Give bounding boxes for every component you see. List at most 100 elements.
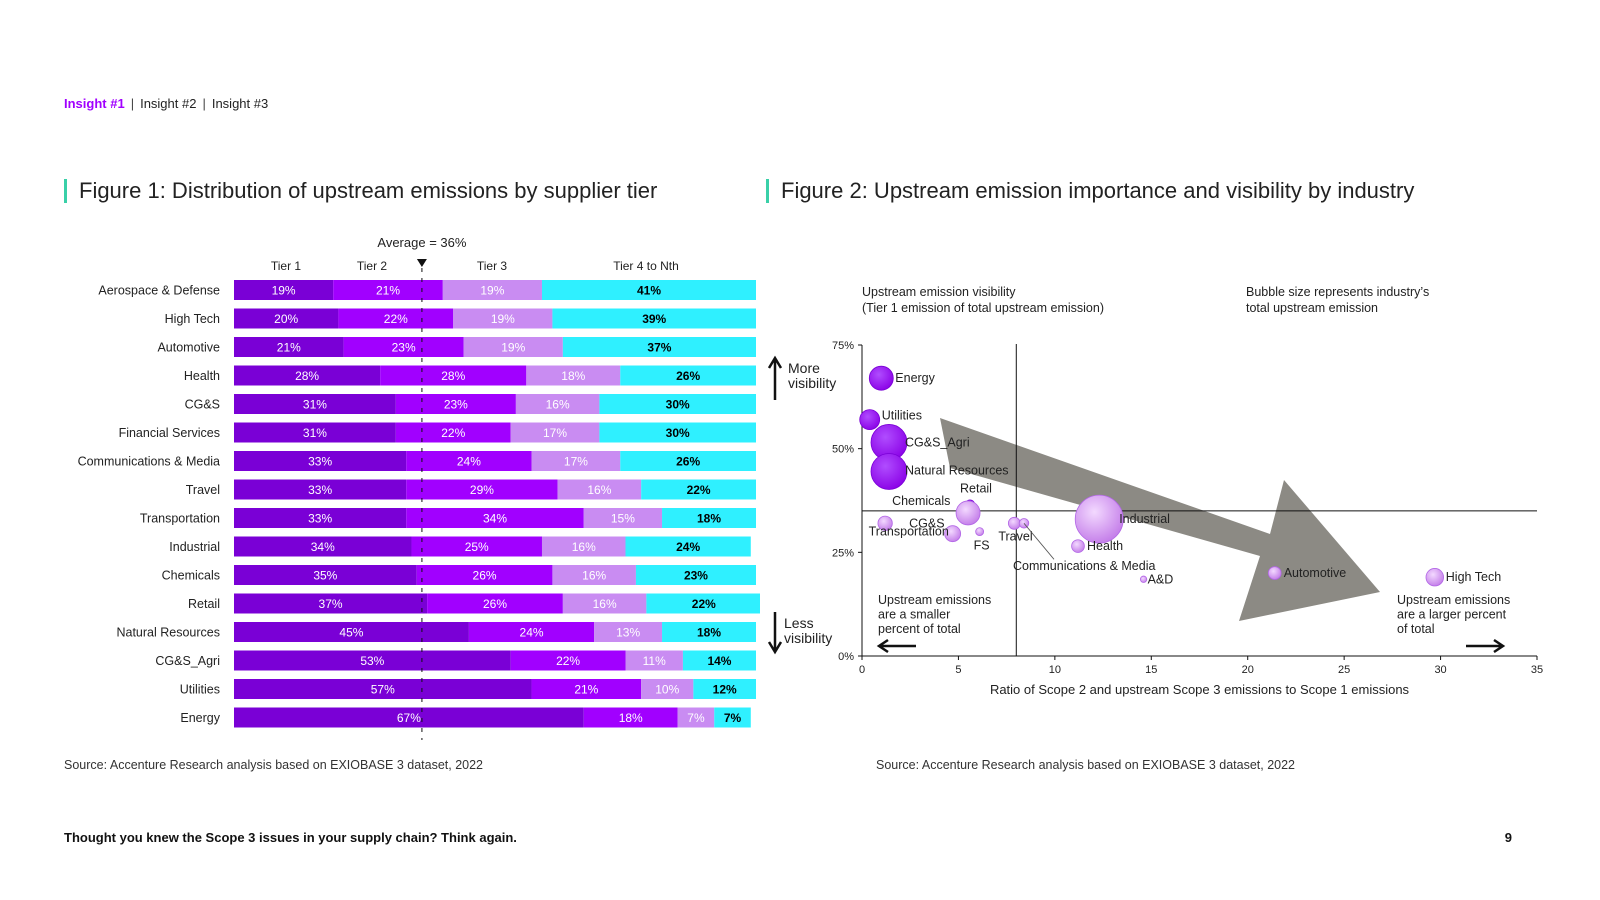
category-label: Utilities [180,683,220,697]
bar-segment [343,337,464,357]
data-label: 26% [676,455,700,469]
data-label: 18% [619,711,643,725]
bar-segment [599,394,756,414]
bar-segment [562,593,647,614]
nav-insight-2[interactable]: Insight #2 [140,96,197,111]
data-label: 21% [376,284,400,298]
category-label: CG&S [185,398,220,412]
bubble [944,525,962,543]
bar-segment [468,622,595,642]
left-note: are a smaller [878,608,950,622]
category-label: Transportation [140,512,220,526]
x-tick-label: 25 [1338,664,1350,676]
x-tick-label: 10 [1049,664,1061,676]
bar-segment [531,679,642,699]
data-label: 41% [637,284,661,298]
left-note: percent of total [878,622,961,636]
category-label: High Tech [165,312,220,326]
bar-segment [234,679,532,699]
bubble-label: Energy [895,371,935,385]
figure1-title-text: Figure 1: Distribution of upstream emiss… [79,178,658,203]
data-label: 10% [655,683,679,697]
data-label: 29% [470,483,494,497]
data-label: 57% [371,683,395,697]
right-note: of total [1397,622,1435,636]
bar-segment [662,622,756,642]
data-label: 45% [339,626,363,640]
category-label: Aerospace & Defense [98,284,220,298]
nav-insight-1[interactable]: Insight #1 [64,96,125,111]
bar-segment [380,365,527,386]
bar-segment [526,365,621,386]
data-label: 33% [308,483,332,497]
bubble-label: Health [1087,539,1123,553]
y-tick-label: 75% [832,340,854,352]
data-label: 23% [444,398,468,412]
data-label: 16% [593,597,617,611]
data-label: 30% [666,398,690,412]
bar-segment [599,422,756,443]
bar-segment [620,365,756,386]
figure1-stacked-bar-chart: Tier 1 Tier 2 Tier 3 Tier 4 to Nth Average =… [78,235,760,740]
bubble-size-note: Bubble size represents industry’s [1246,285,1429,299]
nav-insight-3[interactable]: Insight #3 [211,96,269,111]
data-label: 7% [687,711,705,725]
bar-segment [583,508,663,528]
bar-segment [406,479,558,500]
figure2-source: Source: Accenture Research analysis base… [876,758,1296,772]
category-label: Retail [188,597,220,611]
data-label: 21% [277,341,301,355]
data-label: 17% [543,426,567,440]
less-visibility-label: visibility [784,630,832,646]
bubble [1425,568,1444,587]
figure2-bubble-chart: Upstream emission visibility (Tier 1 emis… [767,285,1543,697]
insight-nav: Insight #1 | Insight #2 | Insight #3 [64,96,268,111]
x-tick-label: 5 [955,664,961,676]
bubble [1071,539,1085,553]
bar-segment [646,593,760,614]
data-label: 37% [319,597,343,611]
bar-segment [234,622,469,642]
bar-segment [234,422,396,443]
data-label: 20% [274,312,298,326]
title-accent-bar [64,179,67,203]
y-axis-title: Upstream emission visibility [862,285,1016,299]
bar-segment [583,707,678,728]
bar-segment [333,280,443,300]
bar-segment [641,479,756,500]
footer-tagline: Thought you knew the Scope 3 issues in y… [64,830,517,845]
bubble [877,515,893,531]
data-label: 24% [457,455,481,469]
data-label: 35% [313,569,337,583]
category-label: Chemicals [162,569,220,583]
bubble-label: Communications & Media [1013,559,1155,573]
bar-segment [510,422,600,443]
bar-segment [234,565,417,585]
bubble [1074,494,1124,544]
leader-line [1023,523,1055,560]
bar-segment [515,394,600,414]
bubble-label: Transportation [869,525,949,539]
bar-segment [411,536,542,557]
bar-segment [234,337,344,357]
bubble-label: Utilities [882,409,922,423]
data-label: 25% [465,540,489,554]
data-label: 7% [724,711,742,725]
title-accent-bar [766,179,769,203]
bar-segment [427,593,563,614]
data-label: 19% [501,341,525,355]
bar-segment [594,622,663,642]
bubble-label: Chemicals [892,494,950,508]
bar-segment [416,565,553,585]
data-label: 24% [520,626,544,640]
data-label: 33% [308,455,332,469]
y-tick-label: 25% [832,547,854,559]
data-label: 19% [491,312,515,326]
average-label: Average = 36% [377,235,466,250]
bar-segment [463,337,563,357]
data-label: 17% [564,455,588,469]
figure1-source: Source: Accenture Research analysis base… [64,758,484,772]
y-axis-title: (Tier 1 emission of total upstream emiss… [862,301,1104,315]
data-label: 67% [397,711,421,725]
more-visibility-label: visibility [788,375,836,391]
